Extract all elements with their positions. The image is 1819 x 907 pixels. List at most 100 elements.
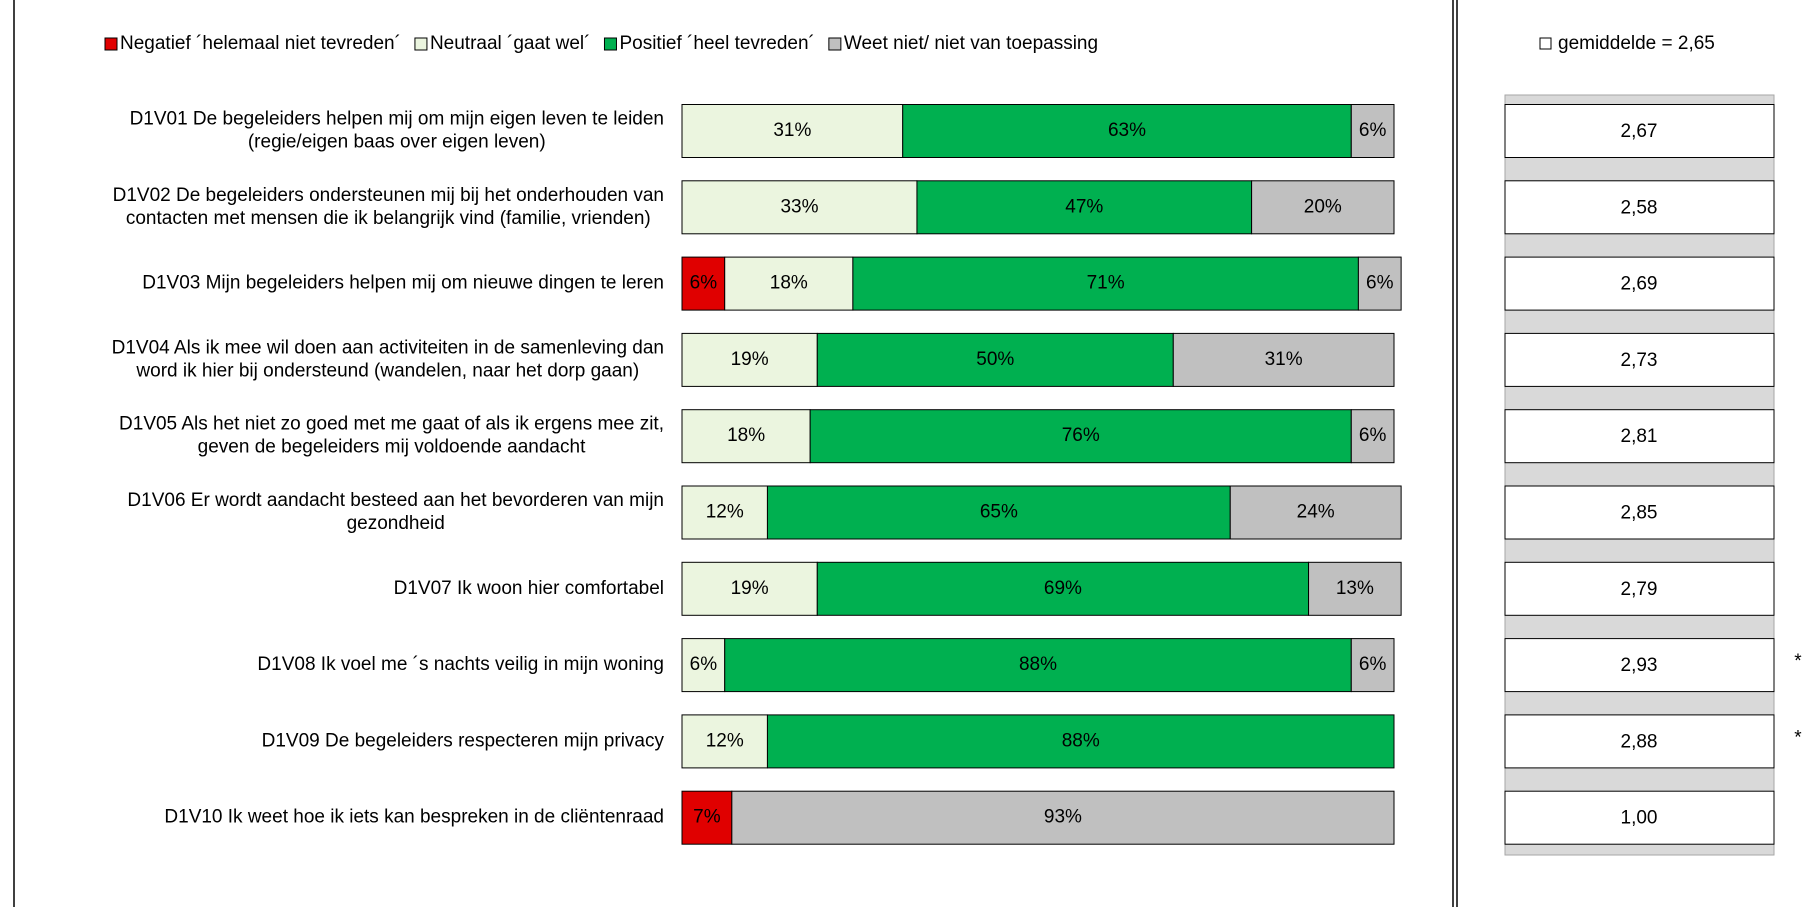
average-value: 1,00 — [1621, 808, 1658, 829]
average-value: 2,93 — [1621, 655, 1658, 676]
data-label: 63% — [1108, 120, 1146, 141]
legend-swatch — [603, 37, 617, 51]
data-label: 76% — [1062, 425, 1100, 446]
average-box — [1504, 485, 1775, 540]
average-legend: gemiddelde = 2,65 — [1558, 33, 1715, 54]
average-value: 2,73 — [1621, 350, 1658, 371]
average-value: 2,79 — [1621, 579, 1658, 600]
average-value: 2,85 — [1621, 503, 1658, 524]
average-value: 2,58 — [1621, 197, 1658, 218]
average-box — [1504, 104, 1775, 158]
data-label: 88% — [1019, 654, 1057, 675]
bar-segment — [681, 561, 818, 616]
significance-marker: * — [1794, 727, 1802, 748]
category-label: D1V09 De begeleiders respecteren mijn pr… — [262, 730, 665, 751]
legend-swatch — [414, 37, 428, 51]
data-label: 50% — [976, 349, 1014, 370]
data-label: 12% — [706, 502, 744, 523]
bar-segment — [681, 332, 818, 387]
bar-segment — [816, 561, 1310, 616]
data-label: 7% — [693, 807, 721, 828]
data-label: 6% — [1359, 120, 1387, 141]
category-label: D1V08 Ik voel me ´s nachts veilig in mij… — [257, 654, 664, 675]
bar-segment — [681, 256, 726, 311]
data-label: 6% — [1359, 425, 1387, 446]
data-label: 20% — [1304, 196, 1342, 217]
legend-swatch — [828, 37, 842, 51]
bar-segment — [1350, 104, 1395, 158]
bar-segment — [681, 714, 768, 769]
bar-segment — [809, 409, 1352, 464]
data-label: 93% — [1044, 807, 1082, 828]
bar-segment — [681, 409, 811, 464]
category-label: contacten met mensen die ik belangrijk v… — [126, 208, 651, 229]
bar-segment — [1308, 561, 1402, 616]
category-label: word ik hier bij ondersteund (wandelen, … — [135, 360, 639, 381]
category-label: D1V04 Als ik mee wil doen aan activiteit… — [112, 337, 664, 358]
data-label: 31% — [773, 120, 811, 141]
bar-segment — [1357, 256, 1402, 311]
bar-segment — [681, 180, 918, 235]
bar-segment — [1172, 332, 1395, 387]
data-label: 47% — [1065, 196, 1103, 217]
average-box — [1504, 332, 1775, 387]
bar-segment — [724, 256, 854, 311]
bar-segment — [766, 714, 1395, 769]
average-legend-swatch — [1539, 37, 1552, 50]
category-label: D1V02 De begeleiders ondersteunen mij bi… — [113, 185, 664, 206]
data-label: 6% — [1366, 273, 1394, 294]
legend-label: Negatief ´helemaal niet tevreden´ — [120, 33, 401, 54]
bar-segment — [766, 485, 1231, 540]
legend-label: Positief ´heel tevreden´ — [619, 33, 814, 54]
data-label: 18% — [727, 425, 765, 446]
average-box — [1504, 409, 1775, 464]
average-box — [1504, 714, 1775, 769]
category-label: D1V07 Ik woon hier comfortabel — [394, 578, 664, 599]
average-box — [1504, 790, 1775, 845]
category-label: D1V10 Ik weet hoe ik iets kan bespreken … — [164, 807, 664, 828]
bar-segment — [816, 332, 1174, 387]
bar-segment — [1229, 485, 1402, 540]
bar-segment — [681, 485, 768, 540]
data-label: 19% — [731, 578, 769, 599]
legend-swatch — [104, 37, 118, 51]
data-label: 33% — [780, 196, 818, 217]
bar-segment — [681, 104, 904, 158]
average-panel — [1456, 0, 1458, 907]
bar-segment — [731, 790, 1395, 845]
average-value: 2,67 — [1621, 121, 1658, 142]
data-label: 18% — [770, 273, 808, 294]
average-box — [1504, 638, 1775, 693]
data-label: 65% — [980, 502, 1018, 523]
data-label: 71% — [1087, 273, 1125, 294]
data-label: 19% — [731, 349, 769, 370]
data-label: 69% — [1044, 578, 1082, 599]
data-label: 13% — [1336, 578, 1374, 599]
average-value: 2,69 — [1621, 274, 1658, 295]
average-value: 2,88 — [1621, 731, 1658, 752]
average-box — [1504, 180, 1775, 235]
main-panel — [13, 0, 1454, 907]
bar-segment — [1350, 638, 1395, 693]
legend-label: Weet niet/ niet van toepassing — [844, 33, 1098, 54]
bar-segment — [681, 790, 733, 845]
bar-segment — [902, 104, 1352, 158]
category-label: geven de begeleiders mij voldoende aanda… — [198, 437, 586, 458]
bar-segment — [681, 638, 726, 693]
bar-segment — [724, 638, 1352, 693]
data-label: 24% — [1297, 502, 1335, 523]
average-value: 2,81 — [1621, 426, 1658, 447]
data-label: 6% — [690, 273, 718, 294]
average-box — [1504, 561, 1775, 616]
data-label: 12% — [706, 730, 744, 751]
data-label: 6% — [1359, 654, 1387, 675]
bar-segment — [1350, 409, 1395, 464]
average-box — [1504, 256, 1775, 311]
bar-segment — [1251, 180, 1395, 235]
significance-marker: * — [1794, 651, 1802, 672]
category-label: (regie/eigen baas over eigen leven) — [248, 132, 546, 153]
data-label: 6% — [690, 654, 718, 675]
data-label: 88% — [1062, 730, 1100, 751]
legend-label: Neutraal ´gaat wel´ — [430, 33, 591, 54]
